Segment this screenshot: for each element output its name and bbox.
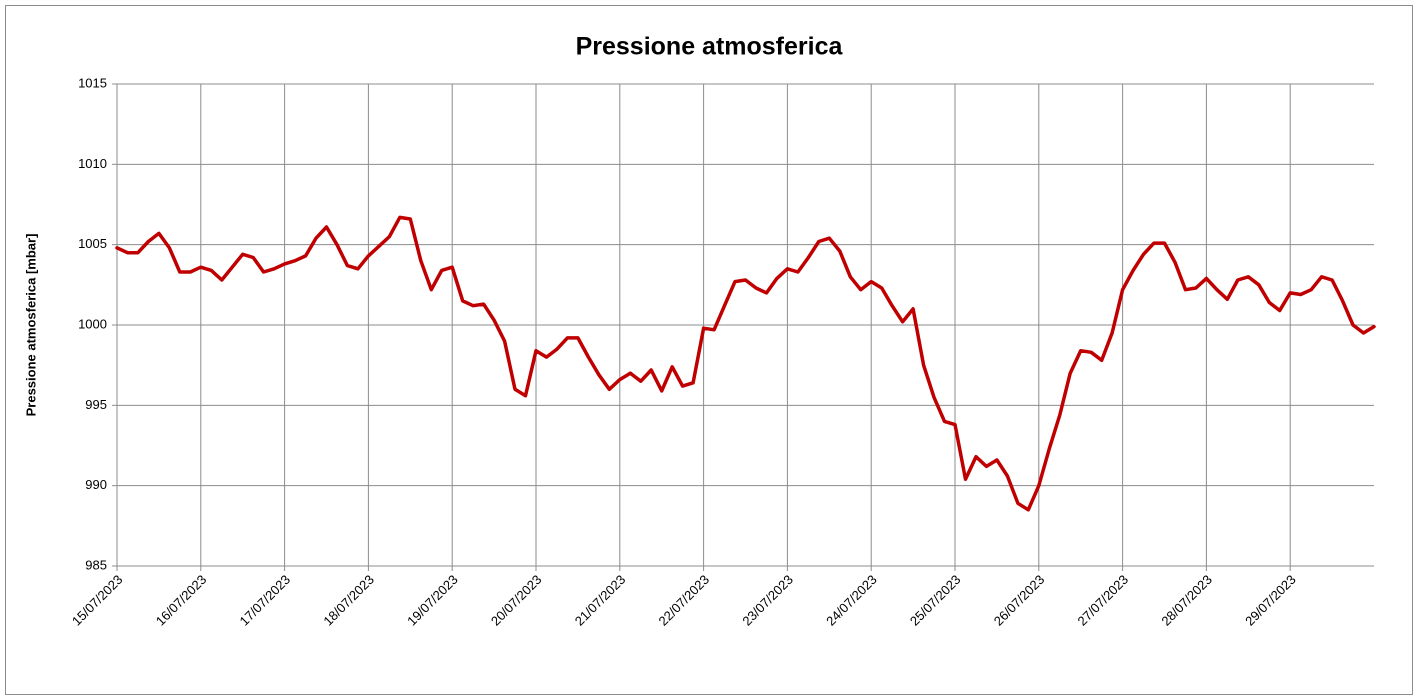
line-series [115, 215, 1376, 512]
y-tick-label: 1005 [78, 236, 107, 251]
y-tick-label: 1015 [78, 75, 107, 90]
chart-border [5, 5, 1413, 695]
y-tick-label: 1010 [78, 156, 107, 171]
y-tick-label: 985 [85, 557, 107, 572]
y-tick-label: 1000 [78, 316, 107, 331]
y-tick-label: 995 [85, 397, 107, 412]
y-tick-label: 990 [85, 477, 107, 492]
y-axis-label: Pressione atmosferica [mbar] [23, 234, 38, 417]
chart-title: Pressione atmosferica [576, 33, 844, 61]
